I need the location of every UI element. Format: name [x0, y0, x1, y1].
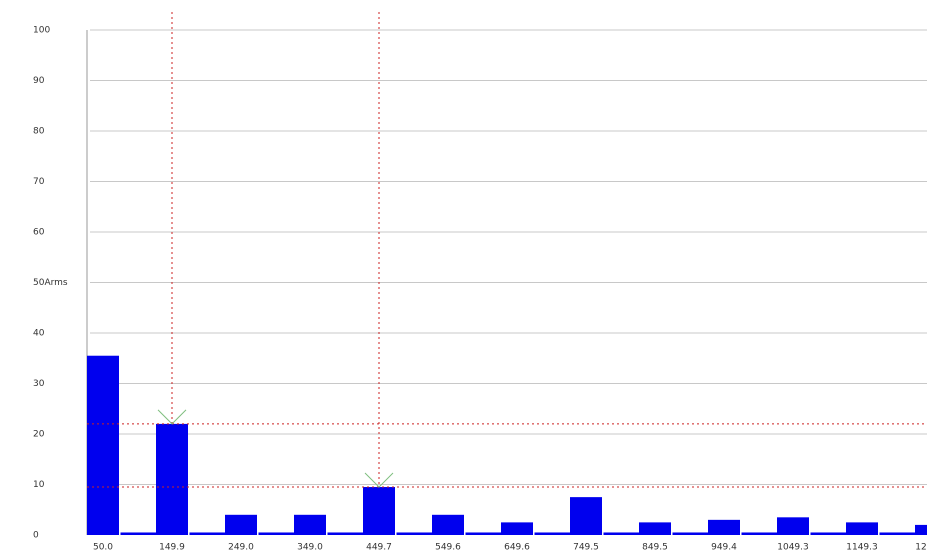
y-tick-label: 30 [33, 379, 45, 389]
y-tick-label: 80 [33, 127, 45, 137]
bar [258, 532, 295, 535]
x-tick-label: 449.7 [366, 543, 392, 553]
y-tick-label: 50Arms [33, 278, 68, 288]
bar [570, 497, 602, 535]
bar [741, 532, 778, 535]
x-tick-label: 1049.3 [777, 543, 809, 553]
x-tick-label: 649.6 [504, 543, 530, 553]
bar [432, 514, 464, 535]
bar [639, 522, 671, 535]
y-tick-label: 0 [33, 531, 39, 541]
bar [363, 487, 395, 535]
x-tick-label: 1249.2 [915, 543, 927, 553]
y-tick-label: 40 [33, 329, 45, 339]
y-tick-label: 70 [33, 177, 45, 187]
y-tick-label: 90 [33, 76, 45, 86]
bar [189, 532, 226, 535]
y-tick-label: 60 [33, 228, 45, 238]
bar [846, 522, 878, 535]
bar [120, 532, 157, 535]
bar [294, 514, 326, 535]
bar [708, 519, 740, 535]
x-tick-label: 849.5 [642, 543, 668, 553]
x-tick-label: 349.0 [297, 543, 323, 553]
bar [396, 532, 433, 535]
y-tick-label: 100 [33, 26, 50, 36]
cursor-marker [364, 472, 394, 488]
bar [465, 532, 502, 535]
bar [915, 524, 927, 535]
x-tick-label: 149.9 [159, 543, 185, 553]
bar [225, 514, 257, 535]
bar [810, 532, 847, 535]
x-tick-label: 949.4 [711, 543, 737, 553]
cursor-marker [157, 409, 187, 425]
bar [879, 532, 916, 535]
x-tick-label: 50.0 [93, 543, 113, 553]
x-tick-label: 549.6 [435, 543, 461, 553]
bar [534, 532, 571, 535]
bar [156, 423, 188, 535]
x-tick-label: 1149.3 [846, 543, 878, 553]
bar [87, 355, 119, 535]
bar [501, 522, 533, 535]
bar [777, 517, 809, 535]
y-tick-label: 20 [33, 430, 45, 440]
y-tick-label: 10 [33, 480, 45, 490]
x-tick-label: 249.0 [228, 543, 254, 553]
bar [672, 532, 709, 535]
x-tick-label: 749.5 [573, 543, 599, 553]
bar [603, 532, 640, 535]
bar [327, 532, 364, 535]
